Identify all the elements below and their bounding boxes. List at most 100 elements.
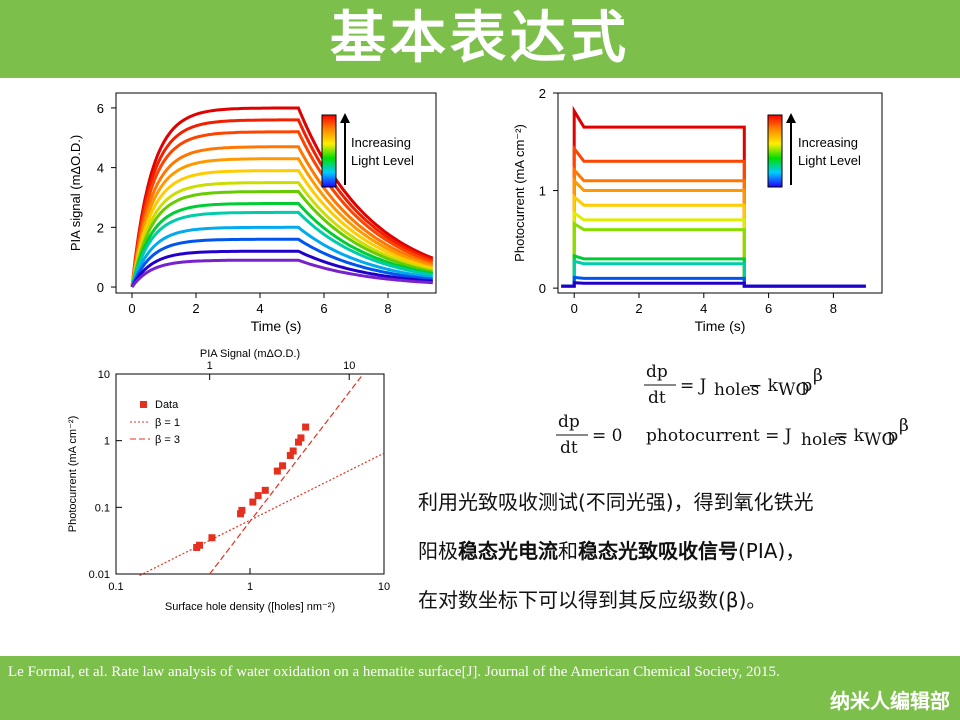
pc-series-group xyxy=(561,105,866,288)
ll-data-point xyxy=(289,447,297,455)
eq1-den: dt xyxy=(648,388,666,408)
desc-line2-post: (PIA)， xyxy=(738,539,806,563)
pia-y-tick-label: 2 xyxy=(97,220,104,235)
pia-series-line xyxy=(130,157,434,288)
pia-colorbar xyxy=(321,114,337,188)
pia-series-group xyxy=(130,106,434,288)
pia-series-line xyxy=(130,130,434,288)
ll-data-point xyxy=(279,462,287,470)
ll-y-ticks: 0.01 0.1 1 10 xyxy=(89,369,122,581)
pia-y-tick-label: 6 xyxy=(97,101,104,116)
ll-top-tick-label: 10 xyxy=(343,360,355,372)
pc-y-tick-label: 0 xyxy=(539,281,546,296)
pc-series-line xyxy=(561,253,866,288)
ll-fit-lines xyxy=(139,373,385,577)
pc-legend-line1: Increasing xyxy=(798,135,858,150)
pia-series-line xyxy=(130,210,434,288)
desc-line3: 在对数坐标下可以得到其反应级数(β)。 xyxy=(418,588,767,612)
pc-y-tick-label: 1 xyxy=(539,184,546,199)
eq2-num: dp xyxy=(558,412,580,432)
pia-legend-line2: Light Level xyxy=(351,153,414,168)
pc-x-tick-label: 6 xyxy=(765,301,772,316)
eq1-num: dp xyxy=(646,362,668,382)
ll-points-group xyxy=(193,423,310,551)
ll-legend-data: Data xyxy=(155,399,179,411)
ll-y-tick-label: 0.1 xyxy=(95,502,110,514)
ll-data-point xyxy=(249,498,257,506)
ll-top-ticks: 1 10 xyxy=(207,360,355,380)
ll-data-point xyxy=(294,438,302,446)
ll-top-axis-label: PIA Signal (mΔO.D.) xyxy=(200,348,300,360)
desc-bold-pia: 稳态光致吸收信号 xyxy=(578,539,738,563)
desc-line2-pre: 阳极 xyxy=(418,539,458,563)
pia-legend-line1: Increasing xyxy=(351,135,411,150)
pc-x-axis-label: Time (s) xyxy=(695,318,746,334)
eq2-rhs2: = k xyxy=(834,426,865,446)
pc-series-line xyxy=(561,210,866,288)
pia-series-line xyxy=(130,118,434,288)
eq1-beta: β xyxy=(813,366,823,386)
pia-series-line xyxy=(130,225,433,288)
ll-data-point xyxy=(238,506,246,514)
footer-bar xyxy=(0,656,960,720)
eq1-rhs2-sub: WO xyxy=(778,380,809,400)
pia-y-axis-label: PIA signal (mΔO.D.) xyxy=(68,135,83,251)
ll-x-tick-label: 0.1 xyxy=(108,581,123,593)
pc-series-line xyxy=(561,221,866,288)
pc-series-line xyxy=(561,193,866,288)
page-title: 基本表达式 xyxy=(330,6,630,71)
desc-bold-photocurrent: 稳态光电流 xyxy=(458,539,558,563)
ll-data-point xyxy=(297,434,305,442)
pia-series-line xyxy=(130,106,434,288)
pc-x-tick-label: 8 xyxy=(830,301,837,316)
eq2-den: dt xyxy=(560,438,578,458)
pia-series-line xyxy=(130,202,434,288)
pc-x-tick-label: 0 xyxy=(571,301,578,316)
pc-x-ticks: 0 2 4 6 8 xyxy=(571,293,837,316)
ll-y-tick-label: 0.01 xyxy=(89,569,110,581)
ll-y-tick-label: 10 xyxy=(98,369,110,381)
ll-legend-data-marker xyxy=(140,401,147,408)
desc-line2-mid: 和 xyxy=(558,539,578,563)
desc-line2: 阳极稳态光电流和稳态光致吸收信号(PIA)， xyxy=(418,527,948,576)
eq1-rhs3: ·p xyxy=(796,376,812,396)
eq1-rhs-sub: holes xyxy=(714,380,759,400)
pia-x-axis-label: Time (s) xyxy=(251,318,302,334)
ll-legend-b3: β = 3 xyxy=(155,434,180,446)
pia-plot-frame xyxy=(115,92,437,294)
ll-y-axis-label: Photocurrent (mA cm⁻²) xyxy=(67,416,79,532)
pia-y-tick-label: 0 xyxy=(97,280,104,295)
ll-legend-b1: β = 1 xyxy=(155,417,180,429)
pia-series-line xyxy=(130,169,434,288)
ll-data-point xyxy=(261,486,269,494)
pc-y-tick-label: 2 xyxy=(539,86,546,101)
ll-data-point xyxy=(286,451,294,459)
eq1-rhs: = J xyxy=(680,376,707,396)
pia-arrow-head xyxy=(340,113,350,123)
ll-x-tick-label: 1 xyxy=(247,581,253,593)
ll-data-point xyxy=(196,541,204,549)
pia-x-tick-label: 8 xyxy=(384,301,391,316)
pc-y-ticks: 0 1 2 xyxy=(539,86,558,296)
pia-x-tick-label: 4 xyxy=(256,301,263,316)
ll-fit-beta1 xyxy=(139,452,385,577)
pc-plot-frame xyxy=(557,92,883,294)
citation: Le Formal, et al. Rate law analysis of w… xyxy=(8,664,780,680)
pc-series-line xyxy=(561,144,866,288)
pc-legend-line2: Light Level xyxy=(798,153,861,168)
pia-x-tick-label: 2 xyxy=(192,301,199,316)
pc-x-tick-label: 4 xyxy=(700,301,707,316)
pia-series-line xyxy=(130,237,433,288)
pia-series-line xyxy=(130,181,434,288)
eq2-sub: holes xyxy=(801,430,846,450)
pc-series-line xyxy=(561,281,866,288)
brand-label: 纳米人编辑部 xyxy=(830,689,950,713)
eq2-label: photocurrent = J xyxy=(646,426,792,446)
ll-data-point xyxy=(302,423,310,431)
ll-x-ticks: 0.1 1 10 xyxy=(108,568,390,593)
pia-series-line xyxy=(130,145,434,288)
ll-x-tick-label: 10 xyxy=(378,581,390,593)
pia-series-line xyxy=(130,249,433,288)
